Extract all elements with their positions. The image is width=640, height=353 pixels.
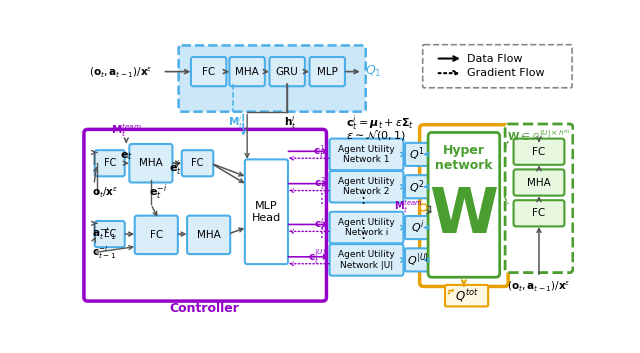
Text: $(\mathbf{o}_t, \mathbf{a}_{t-1})/\mathbf{x}^\varepsilon$: $(\mathbf{o}_t, \mathbf{a}_{t-1})/\mathb… <box>90 65 153 79</box>
Text: $\mathbf{c}_t^2$: $\mathbf{c}_t^2$ <box>314 175 326 192</box>
Text: $Q_1$: $Q_1$ <box>365 64 381 79</box>
FancyBboxPatch shape <box>310 57 345 86</box>
Text: $\mathbf{c}_t^1$: $\mathbf{c}_t^1$ <box>314 143 326 160</box>
Text: Agent Utility
Network 2: Agent Utility Network 2 <box>338 177 395 196</box>
Text: $Q^{|U|}$: $Q^{|U|}$ <box>406 251 428 269</box>
Text: FC: FC <box>191 158 204 168</box>
Text: Controller: Controller <box>170 302 240 315</box>
Text: MLP: MLP <box>317 67 338 77</box>
FancyBboxPatch shape <box>420 125 508 286</box>
FancyBboxPatch shape <box>179 46 365 112</box>
FancyBboxPatch shape <box>182 150 213 176</box>
Text: $\mathbf{M}_t^{team}$: $\mathbf{M}_t^{team}$ <box>394 198 422 215</box>
Text: $Q^{tot}$: $Q^{tot}$ <box>454 287 479 304</box>
Text: $\mathbf{W} \in \mathbb{R}^{|U| \times h^m}$: $\mathbf{W} \in \mathbb{R}^{|U| \times h… <box>508 129 571 143</box>
Text: Agent Utility
Network 1: Agent Utility Network 1 <box>338 145 395 164</box>
Text: $\mathbf{W}$: $\mathbf{W}$ <box>429 186 499 246</box>
Text: FC: FC <box>150 230 163 240</box>
Text: Agent Utility
Network |U|: Agent Utility Network |U| <box>338 250 395 270</box>
Text: FC: FC <box>202 67 215 77</box>
Text: $\mathbf{e}_t$: $\mathbf{e}_t$ <box>120 150 133 162</box>
Text: Data Flow: Data Flow <box>467 54 522 64</box>
FancyBboxPatch shape <box>405 175 429 198</box>
FancyBboxPatch shape <box>405 143 429 166</box>
FancyBboxPatch shape <box>428 132 500 277</box>
Text: FC: FC <box>532 208 546 218</box>
Text: FC: FC <box>532 147 546 157</box>
FancyBboxPatch shape <box>95 150 125 176</box>
FancyBboxPatch shape <box>129 144 172 183</box>
Text: MHA: MHA <box>527 178 551 187</box>
Text: $\mathbf{M}_t^{team}$: $\mathbf{M}_t^{team}$ <box>111 122 141 139</box>
FancyBboxPatch shape <box>95 221 125 247</box>
FancyBboxPatch shape <box>513 169 564 196</box>
Text: ⋮: ⋮ <box>315 192 329 206</box>
Text: $\mathbf{M}_t^i$: $\mathbf{M}_t^i$ <box>228 114 243 131</box>
FancyBboxPatch shape <box>505 124 573 273</box>
Text: FC: FC <box>104 158 116 168</box>
FancyBboxPatch shape <box>405 248 429 271</box>
FancyBboxPatch shape <box>269 57 305 86</box>
Text: $\mathbf{a}_{t-1}^{-i}$: $\mathbf{a}_{t-1}^{-i}$ <box>92 225 117 242</box>
FancyBboxPatch shape <box>230 57 265 86</box>
FancyBboxPatch shape <box>513 139 564 165</box>
Text: $\mathbf{e}_t^i$: $\mathbf{e}_t^i$ <box>169 159 182 178</box>
Text: $(\mathbf{o}_t, \mathbf{a}_{t-1})/\mathbf{x}^\varepsilon$: $(\mathbf{o}_t, \mathbf{a}_{t-1})/\mathb… <box>508 279 571 293</box>
Text: MHA: MHA <box>139 158 163 168</box>
Text: GRU: GRU <box>276 67 299 77</box>
FancyBboxPatch shape <box>330 244 403 276</box>
FancyBboxPatch shape <box>84 129 326 301</box>
Text: $\mathbf{c}_t^i = \boldsymbol{\mu}_t + \epsilon\boldsymbol{\Sigma}_t$: $\mathbf{c}_t^i = \boldsymbol{\mu}_t + \… <box>346 113 413 133</box>
Text: $\mathbf{h}_t^i$: $\mathbf{h}_t^i$ <box>284 114 296 131</box>
Text: ⋮: ⋮ <box>355 191 371 206</box>
FancyBboxPatch shape <box>330 212 403 243</box>
FancyBboxPatch shape <box>330 139 403 170</box>
Text: MHA: MHA <box>236 67 259 77</box>
Text: $\mathbf{c}_t^i$: $\mathbf{c}_t^i$ <box>314 216 326 233</box>
Text: $\mathbf{c}_t^{|U|}$: $\mathbf{c}_t^{|U|}$ <box>308 247 326 266</box>
Text: Gradient Flow: Gradient Flow <box>467 68 544 78</box>
Text: $Q^2$: $Q^2$ <box>410 178 425 196</box>
Text: $\mathbf{c}_{t-1}^{-i}$: $\mathbf{c}_{t-1}^{-i}$ <box>92 244 116 261</box>
FancyBboxPatch shape <box>135 216 178 254</box>
FancyBboxPatch shape <box>245 160 288 264</box>
FancyBboxPatch shape <box>513 200 564 226</box>
FancyBboxPatch shape <box>405 216 429 239</box>
Text: $\mathbf{e}_t^{-i}$: $\mathbf{e}_t^{-i}$ <box>150 183 168 202</box>
FancyBboxPatch shape <box>191 57 227 86</box>
Text: $\mathbf{o}_t/\mathbf{x}^\varepsilon$: $\mathbf{o}_t/\mathbf{x}^\varepsilon$ <box>92 185 119 199</box>
FancyBboxPatch shape <box>330 171 403 203</box>
Text: ⋮: ⋮ <box>315 226 329 240</box>
FancyBboxPatch shape <box>445 285 488 306</box>
Text: ⋮: ⋮ <box>355 226 371 241</box>
Text: FC: FC <box>104 229 116 239</box>
Text: MLP
Head: MLP Head <box>252 201 281 222</box>
Text: Agent Utility
Network i: Agent Utility Network i <box>338 218 395 237</box>
FancyBboxPatch shape <box>187 216 230 254</box>
Text: MHA: MHA <box>196 230 221 240</box>
Text: $Q^1$: $Q^1$ <box>410 145 425 163</box>
Text: $\epsilon \sim \mathcal{N}(0,1)$: $\epsilon \sim \mathcal{N}(0,1)$ <box>346 128 406 142</box>
Text: $Q^i$: $Q^i$ <box>410 219 424 237</box>
Text: Hyper
network: Hyper network <box>435 144 493 172</box>
FancyBboxPatch shape <box>422 45 572 88</box>
